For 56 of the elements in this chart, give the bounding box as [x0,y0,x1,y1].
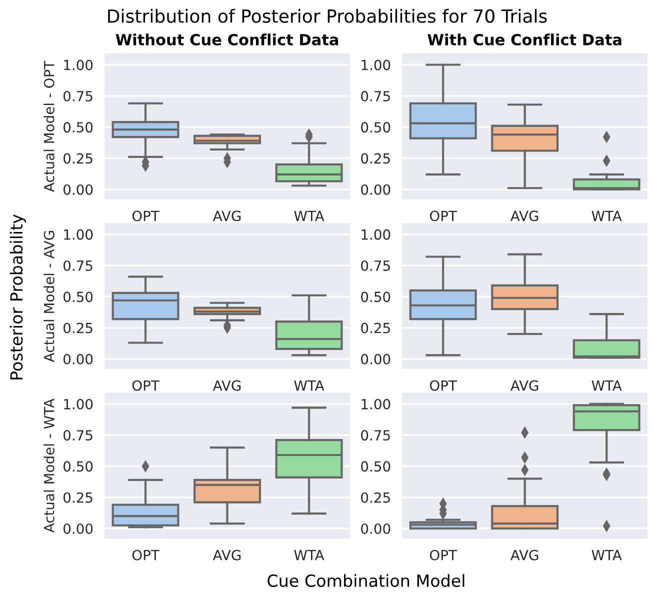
y-tick-label: 1.00 [362,398,390,410]
y-tick-label: 0.00 [361,184,390,195]
x-tick-label: AVG [212,550,241,560]
x-tick-label: WTA [294,210,324,221]
y-tick-label: 0.75 [361,90,390,102]
y-tick-label: 0.50 [361,122,390,133]
x-tick-label: AVG [510,210,538,222]
y-tick-label: 0.00 [64,523,93,534]
y-tick-label: 0.50 [64,122,93,133]
x-tick-label: AVG [510,550,538,560]
y-tick-label: 0.25 [64,492,92,503]
y-tick-label: 0.75 [361,430,390,441]
y-tick-label: 0.75 [64,260,92,271]
y-tick-label: 0.25 [64,322,92,334]
x-tick-label: OPT [132,210,160,222]
x-tick-label: OPT [430,380,458,391]
y-tick-label: 0.75 [64,90,92,102]
x-tick-label: WTA [592,210,622,221]
y-tick-label: 0.50 [361,292,390,302]
y-axis-title: Actual Model - AVG [44,230,54,362]
x-tick-label: OPT [132,550,160,560]
x-tick-label: AVG [212,210,241,222]
text: Distribution of Posterior Probabilities for 70 Trials [108,8,547,23]
y-tick-label: 0.25 [361,153,390,164]
y-tick-label: 0.00 [64,354,93,364]
y-tick-label: 0.50 [361,461,390,472]
x-tick-label: OPT [132,380,160,391]
text: Cue Combination Model [268,574,464,588]
x-tick-label: OPT [430,550,458,560]
y-tick-label: 0.25 [361,322,390,334]
y-tick-label: 0.75 [64,430,92,441]
y-tick-label: 0.50 [64,461,93,472]
y-tick-label: 1.00 [64,229,93,240]
y-tick-label: 1.00 [64,60,93,70]
x-tick-label: WTA [294,380,324,391]
x-tick-label: WTA [592,550,622,560]
y-tick-label: 0.00 [361,523,390,534]
chart-title: With Cue Conflict Data [428,34,622,46]
y-tick-label: 1.00 [64,398,93,410]
y-tick-label: 0.50 [64,292,93,302]
y-axis-title: Actual Model - WTA [44,398,54,533]
y-tick-label: 0.25 [64,153,92,164]
chart-title: Without Cue Conflict Data [116,34,338,46]
x-tick-label: OPT [430,210,458,222]
text: Posterior Probability [10,214,26,380]
y-axis-title: Actual Model - OPT [44,60,54,192]
y-tick-label: 1.00 [362,60,390,70]
x-tick-label: WTA [592,380,622,391]
y-tick-label: 0.75 [361,260,390,271]
y-tick-label: 0.00 [64,184,93,195]
y-tick-label: 1.00 [362,229,390,240]
y-tick-label: 0.00 [361,354,390,364]
x-tick-label: WTA [294,550,324,560]
x-tick-label: AVG [212,380,241,391]
y-tick-label: 0.25 [361,492,390,503]
x-tick-label: AVG [510,380,538,391]
